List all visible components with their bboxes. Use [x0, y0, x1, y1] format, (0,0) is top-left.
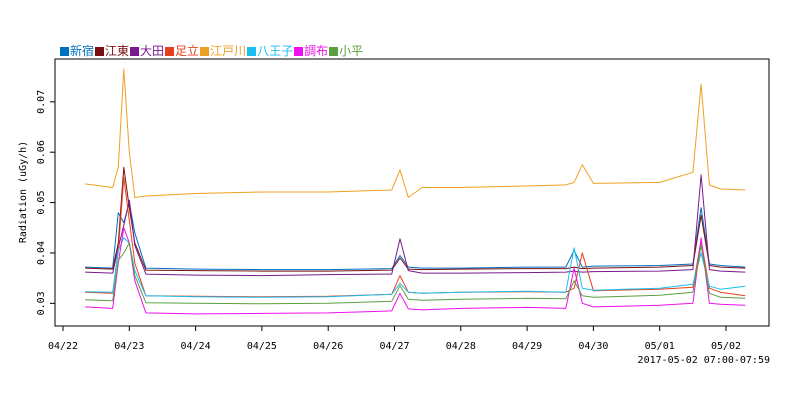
x-tick-label: 04/23 [114, 341, 144, 352]
y-axis: 0.03 0.04 0.05 0.06 0.07 [36, 90, 55, 315]
x-tick-label: 04/30 [578, 341, 608, 352]
y-tick-label: 0.07 [36, 90, 47, 114]
x-tick-label: 05/01 [645, 341, 675, 352]
series-line [85, 68, 746, 198]
x-tick-label: 04/24 [181, 341, 211, 352]
legend-label: 八王子 [257, 44, 294, 58]
legend-item: 江戸川 [200, 43, 246, 59]
x-tick-label: 04/29 [512, 341, 542, 352]
plot-frame [54, 58, 770, 327]
chart-legend: 新宿 江東 大田 足立 江戸川 八王子 調布 小平 [60, 43, 364, 59]
series-line [85, 174, 746, 277]
x-tick-label: 04/26 [313, 341, 343, 352]
legend-item: 大田 [130, 43, 164, 59]
y-tick-label: 0.05 [36, 191, 47, 215]
legend-swatch [130, 46, 140, 56]
x-tick-label: 04/22 [48, 341, 78, 352]
legend-label: 小平 [339, 44, 364, 58]
x-tick-label: 04/27 [379, 341, 409, 352]
legend-label: 調布 [304, 44, 329, 58]
legend-swatch [165, 46, 175, 56]
series-line [85, 202, 746, 271]
legend-label: 大田 [140, 44, 165, 58]
y-tick-label: 0.04 [36, 241, 47, 265]
x-tick-label: 04/25 [247, 341, 277, 352]
legend-item: 八王子 [247, 43, 293, 59]
legend-item: 新宿 [60, 43, 94, 59]
legend-item: 足立 [165, 43, 199, 59]
series-line [85, 242, 746, 305]
legend-label: 江戸川 [210, 44, 247, 58]
legend-label: 新宿 [70, 44, 95, 58]
legend-label: 足立 [175, 44, 200, 58]
x-axis: 04/22 04/23 04/24 04/25 04/26 04/27 04/28 04/29… [48, 326, 741, 352]
series-lines [85, 68, 746, 315]
x-tick-label: 04/28 [446, 341, 476, 352]
legend-swatch [95, 46, 105, 56]
legend-swatch [294, 46, 304, 56]
legend-swatch [329, 46, 339, 56]
y-axis-label: Radiation (uGy/h) [18, 141, 29, 243]
timestamp-label: 2017-05-02 07:00-07:59 [637, 355, 770, 366]
legend-label: 江東 [105, 44, 130, 58]
y-tick-label: 0.03 [36, 291, 47, 315]
legend-item: 江東 [95, 43, 129, 59]
legend-item: 小平 [329, 43, 363, 59]
legend-swatch [60, 46, 69, 56]
legend-swatch [200, 46, 210, 56]
series-line [85, 176, 746, 298]
legend-item: 調布 [294, 43, 328, 59]
series-line [85, 166, 746, 272]
y-tick-label: 0.06 [36, 140, 47, 164]
legend-swatch [247, 46, 257, 56]
x-tick-label: 05/02 [711, 341, 741, 352]
